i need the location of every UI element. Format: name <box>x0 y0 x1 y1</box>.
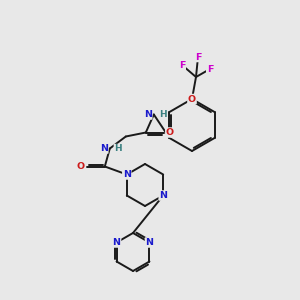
Text: N: N <box>123 170 131 179</box>
Text: F: F <box>195 52 201 62</box>
Text: F: F <box>179 61 185 70</box>
Text: N: N <box>144 110 152 119</box>
Text: H: H <box>159 110 167 119</box>
Text: O: O <box>188 94 196 103</box>
Text: N: N <box>159 191 167 200</box>
Text: N: N <box>112 238 121 247</box>
Text: F: F <box>207 64 213 74</box>
Text: O: O <box>77 162 85 171</box>
Text: N: N <box>146 238 154 247</box>
Text: H: H <box>114 144 122 153</box>
Text: N: N <box>100 144 108 153</box>
Text: O: O <box>166 128 174 137</box>
